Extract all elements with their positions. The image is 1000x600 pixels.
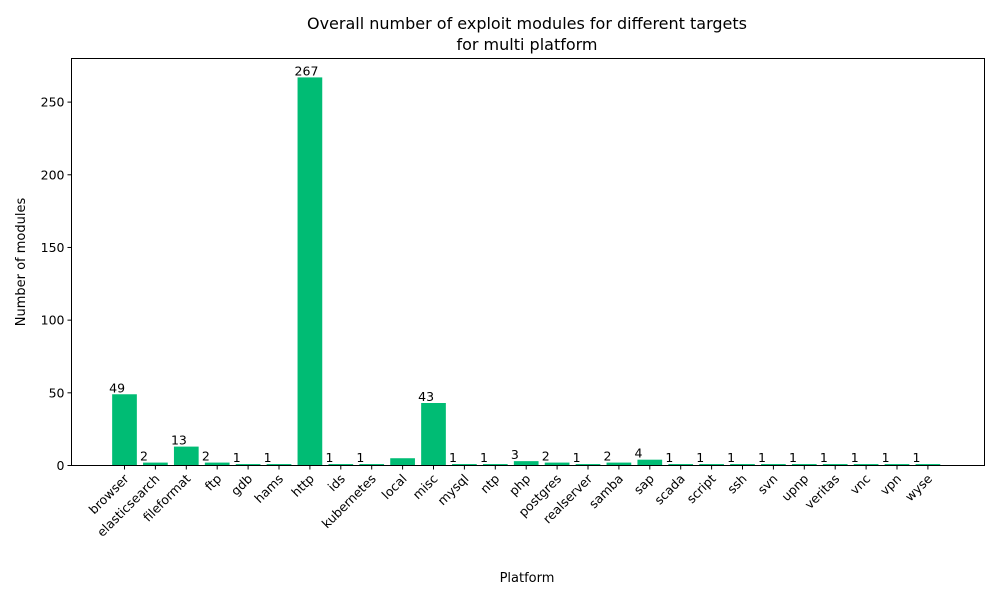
y-tick-label-150: 150 (41, 240, 65, 255)
bar-fileformat (173, 446, 199, 466)
data-label-wyse: 1 (913, 450, 921, 465)
chart-subtitle: for multi platform (456, 35, 597, 54)
data-label-vnc: 1 (851, 450, 859, 465)
bar-script (699, 464, 724, 466)
bar-veritas (822, 464, 848, 466)
x-tick-label-ssh: ssh (724, 471, 749, 496)
data-label-ssh: 1 (727, 450, 735, 465)
data-label-ftp: 2 (202, 449, 210, 464)
data-label-gdb: 1 (233, 450, 241, 465)
data-label-mysql: 1 (449, 450, 457, 465)
x-tick-label-ids: ids (325, 471, 348, 494)
y-tick-label-200: 200 (41, 167, 65, 182)
bars-group (112, 77, 941, 466)
bar-elasticsearch (143, 462, 168, 466)
x-tick-label-mysql: mysql (434, 471, 471, 508)
bar-mysql (452, 464, 477, 466)
data-label-kubernetes: 1 (356, 450, 364, 465)
data-label-hams: 1 (264, 450, 272, 465)
bar-vnc (853, 464, 879, 466)
y-axis-label: Number of modules (14, 198, 29, 327)
bar-kubernetes (359, 464, 385, 466)
bar-php (513, 461, 539, 466)
x-tick-label-veritas: veritas (801, 471, 842, 512)
data-label-realserver: 1 (573, 450, 581, 465)
x-tick-label-ntp: ntp (477, 471, 502, 496)
x-tick-label-vpn: vpn (877, 471, 904, 498)
data-label-script: 1 (696, 450, 704, 465)
y-tick-label-0: 0 (57, 458, 65, 473)
data-label-svn: 1 (758, 450, 766, 465)
bar-ssh (730, 464, 755, 466)
y-tick-label-100: 100 (41, 313, 65, 328)
data-label-ntp: 1 (480, 450, 488, 465)
data-label-misc: 43 (418, 389, 434, 404)
y-axis: 0 50 100 150 200 250 (41, 95, 72, 473)
x-tick-label-svn: svn (754, 471, 780, 497)
data-label-upnp: 1 (789, 450, 797, 465)
x-tick-label-hams: hams (251, 471, 286, 506)
x-tick-label-http: http (288, 471, 317, 500)
plot-frame (71, 58, 985, 466)
x-tick-label-script: script (683, 471, 718, 506)
data-label-veritas: 1 (820, 450, 828, 465)
bar-ntp (482, 464, 508, 466)
bar-svn (761, 464, 786, 466)
bar-vpn (884, 464, 910, 466)
data-label-elasticsearch: 2 (140, 449, 148, 464)
x-tick-label-vnc: vnc (847, 471, 873, 497)
x-tick-label-ftp: ftp (202, 471, 225, 494)
data-label-scada: 1 (665, 450, 673, 465)
x-tick-label-wyse: wyse (902, 471, 935, 504)
y-tick-label-250: 250 (41, 95, 65, 110)
data-label-fileformat: 13 (171, 433, 187, 448)
bar-realserver (575, 464, 601, 466)
x-tick-label-sap: sap (631, 471, 657, 497)
bar-upnp (791, 464, 817, 466)
bar-hams (266, 464, 292, 466)
chart-title: Overall number of exploit modules for di… (307, 14, 747, 33)
bar-browser (112, 394, 137, 466)
bar-sap (637, 459, 663, 466)
x-tick-label-local: local (379, 471, 410, 502)
bar-samba (606, 462, 632, 466)
bar-ftp (204, 462, 230, 466)
data-label-ids: 1 (325, 450, 333, 465)
bar-postgres (544, 462, 570, 466)
bar-misc (421, 403, 446, 466)
bar-wyse (915, 464, 941, 466)
bar-http (297, 77, 323, 466)
y-tick-label-50: 50 (49, 385, 65, 400)
data-label-postgres: 2 (542, 449, 550, 464)
bar-local (390, 458, 415, 466)
data-label-vpn: 1 (882, 450, 890, 465)
bar-gdb (235, 464, 261, 466)
data-label-php: 3 (511, 447, 519, 462)
x-axis-label: Platform (500, 571, 555, 586)
x-tick-label-samba: samba (586, 471, 626, 511)
bar-ids (328, 464, 354, 466)
data-label-browser: 49 (109, 380, 125, 395)
x-tick-label-scada: scada (651, 471, 688, 508)
data-label-sap: 4 (634, 446, 642, 461)
data-label-http: 267 (295, 63, 319, 78)
data-label-samba: 2 (604, 449, 612, 464)
bar-scada (668, 464, 694, 466)
